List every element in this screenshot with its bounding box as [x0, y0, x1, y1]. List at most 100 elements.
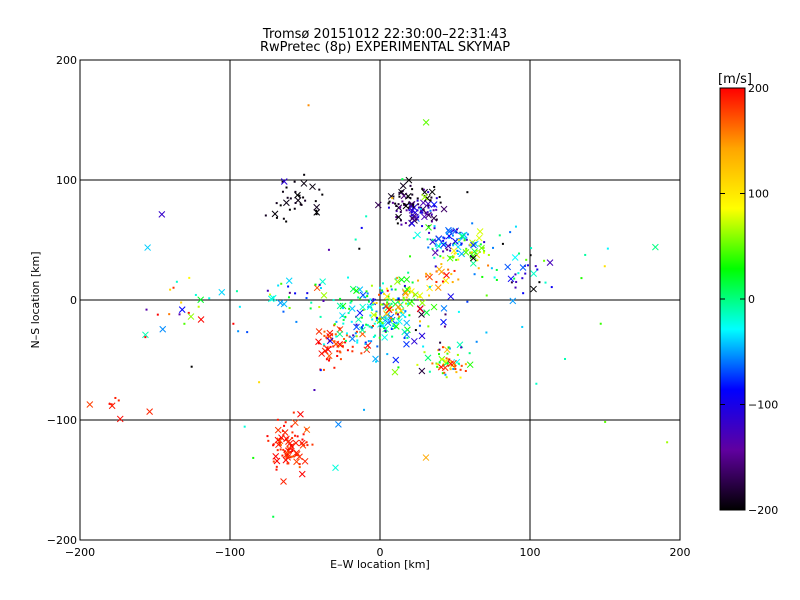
data-point-dot: [417, 216, 420, 219]
data-point-cross: [519, 264, 527, 271]
data-point-dot: [347, 312, 350, 315]
data-point-cross: [425, 211, 432, 219]
data-point-dot: [333, 324, 336, 327]
data-point-dot: [307, 104, 310, 107]
data-point-dot: [404, 310, 407, 313]
data-point-dot: [428, 231, 431, 234]
data-point-dot: [387, 206, 390, 209]
data-point-dot: [431, 362, 434, 365]
data-point-dot: [235, 290, 238, 293]
data-point-dot: [482, 246, 485, 249]
colorbar-tick-label: −100: [748, 399, 778, 412]
data-point-dot: [330, 337, 333, 340]
data-point-dot: [419, 208, 422, 211]
data-point-dot: [258, 381, 261, 384]
data-point-dot: [457, 362, 460, 365]
data-point-dot: [345, 332, 348, 335]
data-point-cross: [428, 188, 436, 196]
data-point-dot: [426, 238, 429, 241]
data-point-dot: [364, 342, 367, 345]
data-point-dot: [282, 217, 285, 220]
data-point-dot: [510, 281, 513, 284]
data-point-dot: [371, 325, 374, 328]
data-point-dot: [310, 301, 313, 304]
data-point-dot: [509, 231, 512, 234]
data-point-cross: [398, 276, 405, 284]
data-point-dot: [412, 203, 415, 206]
data-point-dot: [232, 322, 235, 325]
data-point-cross: [395, 213, 402, 221]
data-point-cross: [356, 309, 364, 317]
data-point-dot: [433, 225, 436, 228]
data-point-dot: [544, 281, 547, 284]
data-point-dot: [495, 268, 498, 271]
data-point-dot: [603, 265, 606, 268]
data-point-dot: [295, 320, 298, 323]
data-point-dot: [386, 301, 389, 304]
data-point-cross: [429, 238, 437, 246]
data-point-dot: [434, 265, 437, 268]
data-point-dot: [365, 290, 368, 293]
data-point-dot: [390, 327, 393, 330]
x-axis-label: E–W location [km]: [330, 558, 430, 571]
x-tick-label: 100: [520, 546, 541, 559]
data-point-dot: [410, 211, 413, 214]
data-point-dot: [292, 411, 295, 414]
data-point-cross: [440, 241, 447, 249]
data-point-dot: [333, 366, 336, 369]
data-point-cross: [319, 278, 327, 285]
data-point-dot: [455, 258, 458, 261]
data-point-dot: [342, 307, 345, 310]
data-point-dot: [477, 267, 480, 270]
data-point-dot: [363, 408, 366, 411]
data-point-cross: [443, 271, 450, 279]
data-point-dot: [441, 346, 444, 349]
data-point-dot: [420, 210, 423, 213]
data-point-dot: [447, 346, 450, 349]
data-point-dot: [408, 209, 411, 212]
data-point-cross: [353, 287, 360, 295]
data-point-dot: [281, 190, 284, 193]
data-point-dot: [487, 253, 490, 256]
y-tick-label: 0: [70, 294, 77, 307]
data-point-dot: [286, 436, 289, 439]
data-point-cross: [291, 419, 299, 427]
data-point-cross: [275, 441, 282, 449]
grid-lines: [80, 60, 680, 540]
data-point-dot: [463, 239, 466, 242]
data-point-dot: [387, 202, 390, 205]
data-point-dot: [280, 282, 283, 285]
data-point-dot: [354, 332, 357, 335]
data-point-cross: [401, 328, 409, 336]
data-point-dot: [276, 418, 279, 421]
data-point-dot: [369, 298, 372, 301]
data-point-dot: [457, 278, 460, 281]
data-point-dot: [380, 324, 383, 327]
data-point-dot: [287, 462, 290, 465]
data-point-dot: [370, 284, 373, 287]
data-point-dot: [437, 349, 440, 352]
data-point-dot: [416, 363, 419, 366]
data-point-dot: [367, 300, 370, 303]
data-point-cross: [447, 293, 455, 300]
data-point-dot: [421, 187, 424, 190]
x-axis-ticks: −200 −100 0 100 200: [65, 60, 691, 559]
data-point-cross: [403, 331, 411, 339]
data-point-dot: [366, 295, 369, 298]
data-point-dot: [495, 278, 498, 281]
data-point-dot: [399, 206, 402, 208]
data-point-dot: [399, 190, 402, 193]
data-point-cross: [146, 408, 153, 415]
data-point-dot: [416, 197, 419, 200]
data-point-dot: [441, 372, 444, 375]
data-point-dot: [291, 437, 294, 440]
data-point-cross: [440, 305, 448, 312]
data-point-dot: [375, 310, 378, 313]
data-point-cross: [422, 454, 430, 461]
data-point-dot: [382, 325, 385, 328]
data-point-dot: [281, 180, 284, 183]
data-point-dot: [285, 220, 288, 223]
data-point-dot: [183, 322, 186, 325]
data-point-dot: [604, 420, 607, 423]
data-point-dot: [483, 241, 486, 244]
